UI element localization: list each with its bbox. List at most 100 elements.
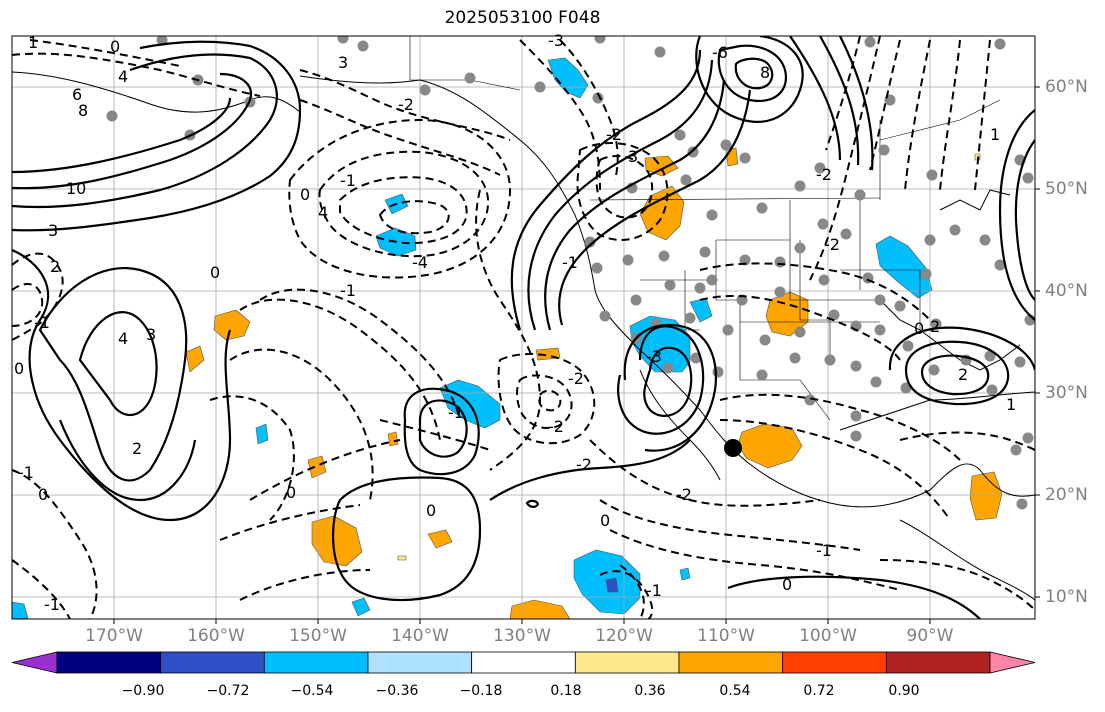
shaded-region bbox=[509, 599, 571, 619]
lat-label: 40°N bbox=[1045, 281, 1088, 301]
map-frame bbox=[11, 35, 1036, 620]
map-title: 2025053100 F048 bbox=[444, 8, 601, 28]
dashed-contours bbox=[12, 36, 1035, 619]
colorbar-segment bbox=[160, 651, 265, 674]
axis-ticks bbox=[113, 86, 1040, 624]
colorbar-tick-label: −0.54 bbox=[290, 683, 334, 699]
shaded-region bbox=[737, 423, 803, 469]
shaded-region bbox=[969, 471, 1003, 521]
contour-label: 0 bbox=[782, 575, 792, 594]
contour-label: 0 bbox=[286, 483, 296, 502]
colorbar-segment bbox=[471, 651, 576, 674]
lon-label: 110°W bbox=[697, 626, 755, 646]
shaded-region bbox=[255, 423, 269, 445]
colorbar bbox=[11, 651, 1036, 674]
shaded-region bbox=[427, 529, 453, 549]
lon-label: 130°W bbox=[493, 626, 551, 646]
contour-label: 0 bbox=[426, 501, 436, 520]
contour-label: 8 bbox=[760, 63, 770, 82]
shaded-region bbox=[185, 345, 205, 373]
state-borders bbox=[409, 36, 1001, 421]
colorbar-segment bbox=[885, 651, 991, 674]
shaded-region bbox=[725, 147, 739, 167]
solid-contours bbox=[12, 36, 1035, 619]
contour-label: 0 bbox=[110, 37, 120, 56]
shaded-region bbox=[307, 455, 327, 479]
shaded-region bbox=[875, 235, 933, 299]
lon-label: 170°W bbox=[85, 626, 143, 646]
graticule bbox=[12, 36, 1035, 619]
lat-label: 30°N bbox=[1045, 383, 1088, 403]
contour-label: 0 bbox=[914, 319, 924, 338]
contour-label: 4 bbox=[118, 67, 128, 86]
shaded-region bbox=[12, 601, 29, 619]
contour-label: 0 bbox=[600, 511, 610, 530]
lon-label: 90°W bbox=[906, 626, 954, 646]
contour-label: 2 bbox=[958, 365, 968, 384]
colorbar-segment bbox=[263, 651, 369, 674]
colorbar-tick-label: −0.72 bbox=[206, 683, 250, 699]
contour-label: -1 bbox=[448, 403, 464, 422]
contour-label: -2 bbox=[548, 417, 564, 436]
colorbar-segment bbox=[989, 651, 1036, 674]
contour-label: -6 bbox=[712, 43, 728, 62]
shaded-region bbox=[213, 309, 251, 341]
contour-label: 2 bbox=[50, 257, 60, 276]
contour-label: 2 bbox=[132, 439, 142, 458]
contour-label: -2 bbox=[568, 369, 584, 388]
contour-label: -1 bbox=[44, 595, 60, 614]
contour-label: 1 bbox=[28, 33, 38, 52]
shaded-region bbox=[547, 57, 589, 99]
lon-label: 140°W bbox=[391, 626, 449, 646]
lat-label: 20°N bbox=[1045, 485, 1088, 505]
contour-label: 0 bbox=[14, 359, 24, 378]
contour-label: -2 bbox=[824, 235, 840, 254]
contour-labels: 0 1 4 6 8 10 3 2 4 3 -4 4 3 2 0 -2 -1 0 … bbox=[14, 31, 1016, 614]
contour-label: 0 bbox=[210, 263, 220, 282]
colorbar-tick-label: −0.90 bbox=[121, 683, 165, 699]
colorbar-tick-label: −0.18 bbox=[459, 683, 503, 699]
contour-label: 3 bbox=[628, 147, 638, 166]
lon-label: 150°W bbox=[289, 626, 347, 646]
contour-label: -1 bbox=[18, 463, 34, 482]
contour-label: 6 bbox=[72, 85, 82, 104]
contour-label: -1 bbox=[646, 581, 662, 600]
contour-label: 3 bbox=[338, 53, 348, 72]
contour-label: -2 bbox=[816, 165, 832, 184]
contour-label: -2 bbox=[606, 125, 622, 144]
contour-label: -3 bbox=[548, 31, 564, 50]
lat-label: 60°N bbox=[1045, 77, 1088, 97]
shaded-region bbox=[351, 597, 371, 617]
contour-label: -3 bbox=[646, 347, 662, 366]
contour-label: -1 bbox=[340, 171, 356, 190]
colorbar-tick-label: 0.54 bbox=[719, 683, 751, 699]
contour-label: 1 bbox=[1006, 395, 1016, 414]
contour-label: 8 bbox=[78, 101, 88, 120]
contour-label: -2 bbox=[398, 95, 414, 114]
contour-label: 4 bbox=[118, 329, 128, 348]
lat-label: 50°N bbox=[1045, 179, 1088, 199]
lon-label: 160°W bbox=[187, 626, 245, 646]
shaded-region bbox=[679, 567, 691, 581]
contour-label: -1 bbox=[34, 313, 50, 332]
contour-label: 3 bbox=[48, 221, 58, 240]
colorbar-segment bbox=[56, 651, 162, 674]
contour-label: -1 bbox=[340, 281, 356, 300]
contour-label: -1 bbox=[562, 253, 578, 272]
contour-label: 0 bbox=[300, 185, 310, 204]
lon-label: 100°W bbox=[799, 626, 857, 646]
colorbar-segment bbox=[678, 651, 784, 674]
shaded-region bbox=[387, 431, 399, 447]
contour-label: -1 bbox=[816, 541, 832, 560]
colorbar-tick-label: 0.72 bbox=[803, 683, 835, 699]
colorbar-segment bbox=[574, 651, 680, 674]
shaded-region bbox=[605, 577, 619, 593]
shaded-region bbox=[397, 555, 407, 561]
contour-label: 4 bbox=[318, 203, 328, 222]
contour-label: -2 bbox=[676, 485, 692, 504]
colorbar-tick-label: 0.90 bbox=[888, 683, 920, 699]
contour-label: -4 bbox=[412, 253, 428, 272]
contour-label: 0 bbox=[38, 485, 48, 504]
contour-label: -2 bbox=[576, 455, 592, 474]
